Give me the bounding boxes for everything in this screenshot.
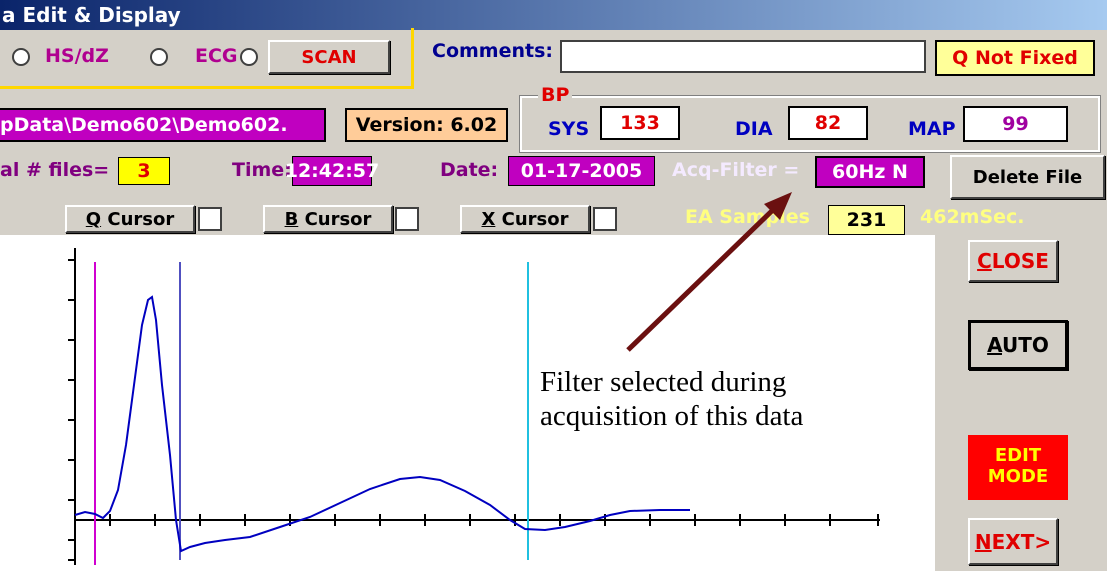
- dia-value: 82: [788, 106, 868, 140]
- window-title: a Edit & Display: [2, 3, 181, 27]
- samples-label: EA Samples: [685, 206, 810, 228]
- radio[interactable]: [150, 48, 168, 66]
- filter-label: Acq-Filter =: [672, 159, 800, 181]
- button-label: NEXT>: [974, 529, 1052, 554]
- q-cursor-checkbox[interactable]: [198, 207, 222, 231]
- radio-label: HS/dZ: [45, 45, 109, 67]
- title-bar: a Edit & Display: [0, 0, 1107, 30]
- files-label: al # files=: [0, 159, 110, 181]
- button-label: SCAN: [301, 46, 357, 68]
- button-label: AUTO: [987, 333, 1049, 357]
- date-value: 01-17-2005: [508, 156, 655, 186]
- b-cursor-button[interactable]: B Cursor: [263, 205, 393, 233]
- x-cursor-button[interactable]: X Cursor: [460, 205, 590, 233]
- indicator-line: EDIT: [994, 445, 1042, 466]
- radio[interactable]: [240, 48, 258, 66]
- bp-label: BP: [538, 86, 573, 105]
- mode-frame: [0, 28, 414, 89]
- files-count: 3: [118, 157, 170, 185]
- button-label: B Cursor: [284, 208, 372, 230]
- y-ticks: [68, 259, 75, 561]
- time-value: 12:42:57: [285, 156, 379, 186]
- map-label: MAP: [908, 118, 956, 140]
- time-label: Time:: [232, 159, 292, 181]
- annotation-line: Filter selected during: [540, 366, 787, 398]
- edit-mode-indicator: EDIT MODE: [968, 435, 1068, 500]
- sys-label: SYS: [548, 118, 590, 140]
- annotation-line: acquisition of this data: [540, 400, 804, 432]
- comments-label: Comments:: [432, 40, 553, 62]
- indicator-line: MODE: [987, 466, 1049, 487]
- q-status: Q Not Fixed: [935, 40, 1095, 76]
- annotation: Filter selected during acquisition of th…: [540, 365, 803, 433]
- map-value: 99: [963, 106, 1068, 142]
- next-button[interactable]: NEXT>: [968, 518, 1058, 565]
- filter-value: 60Hz N: [815, 156, 925, 188]
- sys-value: 133: [600, 106, 680, 140]
- radio[interactable]: [12, 48, 30, 66]
- q-cursor-button[interactable]: Q Cursor: [65, 205, 195, 233]
- button-label: Q Cursor: [85, 208, 175, 230]
- button-label: Delete File: [972, 166, 1083, 188]
- delete-button[interactable]: Delete File: [950, 155, 1105, 199]
- version: Version: 6.02: [345, 108, 508, 142]
- file-path: pData\Demo602\Demo602.: [0, 108, 326, 142]
- dia-label: DIA: [735, 118, 773, 140]
- axes: [68, 248, 880, 565]
- bp-group: [519, 95, 1101, 153]
- b-cursor-checkbox[interactable]: [395, 207, 419, 231]
- close-button[interactable]: CLOSE: [968, 240, 1058, 282]
- auto-button[interactable]: AUTO: [968, 320, 1068, 370]
- x-ticks: [109, 514, 879, 526]
- button-label: X Cursor: [481, 208, 569, 230]
- waveform: [74, 295, 690, 553]
- date-label: Date:: [440, 159, 499, 181]
- x-cursor-checkbox[interactable]: [593, 207, 617, 231]
- scan-button[interactable]: SCAN: [268, 40, 390, 74]
- button-label: CLOSE: [977, 249, 1049, 273]
- samples-count: 231: [828, 205, 905, 235]
- samples-duration: 462mSec.: [920, 206, 1025, 228]
- radio-label: ECG: [195, 45, 238, 67]
- comments-input[interactable]: [560, 40, 926, 73]
